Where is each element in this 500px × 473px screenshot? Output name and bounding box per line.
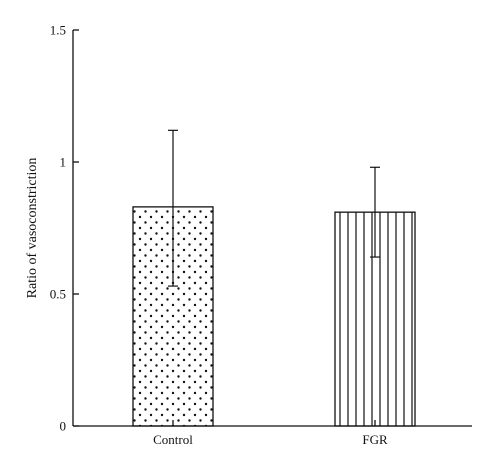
x-category-label: FGR [362, 432, 388, 447]
x-category-label: Control [153, 432, 193, 447]
y-tick-label: 1 [60, 155, 67, 170]
y-tick-label: 0 [60, 419, 67, 434]
y-tick-label: 1.5 [50, 23, 66, 38]
y-tick-label: 0.5 [50, 287, 66, 302]
y-axis-title: Ratio of vasoconstriction [25, 158, 40, 299]
